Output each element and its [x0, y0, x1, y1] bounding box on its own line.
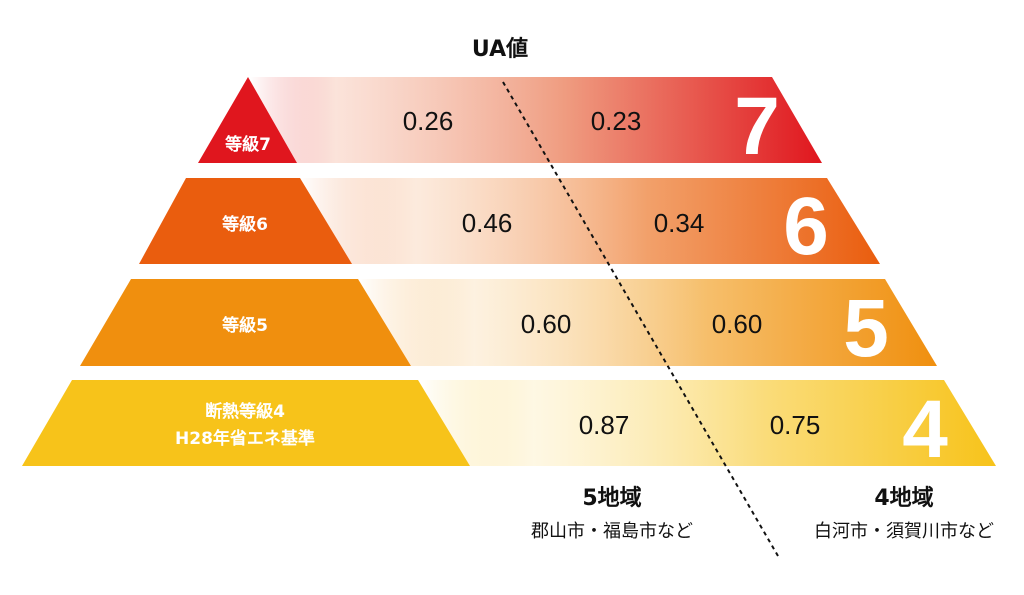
grade-7-big-number: 7 — [734, 81, 780, 172]
grade-5-value-region4: 0.60 — [712, 309, 763, 339]
grade-4-band — [418, 380, 996, 466]
grade-4-value-region5: 0.87 — [579, 410, 630, 440]
region-5-name: 5地域 — [582, 485, 641, 511]
ua-value-title: UA値 — [472, 37, 528, 62]
grade-4-value-region4: 0.75 — [770, 410, 821, 440]
grade-6-value-region5: 0.46 — [462, 208, 513, 238]
grade-7-band — [250, 77, 822, 163]
grade-7-row: 等級7 0.26 0.23 7 — [198, 77, 822, 172]
grade-4-label-line2: H28年省エネ基準 — [175, 428, 315, 449]
grade-6-triangle — [139, 178, 352, 264]
grade-5-big-number: 5 — [843, 283, 889, 374]
grade-6-value-region4: 0.34 — [654, 208, 705, 238]
grade-6-big-number: 6 — [783, 181, 829, 272]
grade-5-band — [358, 279, 937, 366]
region-4-name: 4地域 — [874, 485, 933, 511]
grade-4-big-number: 4 — [902, 384, 948, 475]
grade-7-value-region5: 0.26 — [403, 106, 454, 136]
grade-5-row: 等級5 0.60 0.60 5 — [80, 279, 937, 374]
grade-6-row: 等級6 0.46 0.34 6 — [139, 178, 880, 272]
grade-7-label: 等級7 — [225, 134, 271, 155]
grade-6-label: 等級6 — [222, 214, 268, 235]
grade-5-triangle — [80, 279, 411, 366]
grade-5-label: 等級5 — [222, 315, 268, 336]
grade-4-triangle — [22, 380, 470, 466]
grade-7-triangle — [198, 77, 297, 163]
grade-6-band — [300, 178, 880, 264]
grade-7-value-region4: 0.23 — [591, 106, 642, 136]
grade-4-row: 断熱等級4 H28年省エネ基準 0.87 0.75 4 — [22, 380, 996, 475]
region-4-areas: 白河市・須賀川市など — [814, 521, 994, 542]
grade-4-label-line1: 断熱等級4 — [205, 401, 285, 422]
region-divider-line — [502, 81, 779, 557]
region-5-areas: 郡山市・福島市など — [531, 521, 693, 542]
grade-5-value-region5: 0.60 — [521, 309, 572, 339]
